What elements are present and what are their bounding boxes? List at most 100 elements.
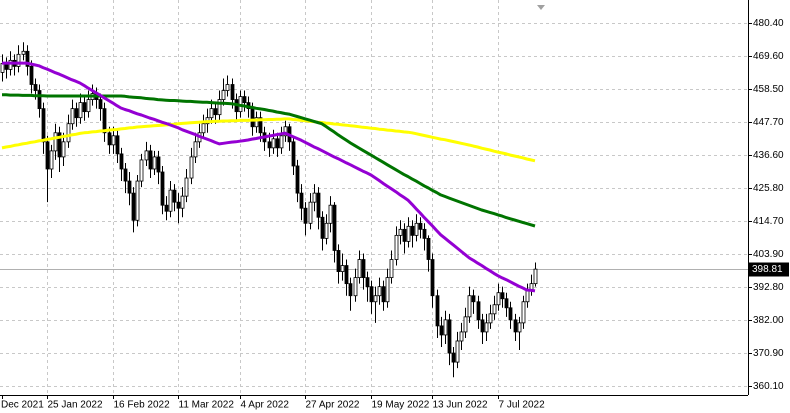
candle-body xyxy=(66,123,71,143)
candle-body xyxy=(82,102,87,113)
candle-body xyxy=(299,192,304,209)
candle-body xyxy=(189,156,194,179)
y-tick-label: 370.90 xyxy=(753,348,784,359)
candle-body xyxy=(443,319,448,336)
candle-body xyxy=(361,259,366,279)
candle-body xyxy=(517,322,522,333)
candle-body xyxy=(402,228,407,242)
y-tick-label: 447.70 xyxy=(753,117,784,128)
candle-body xyxy=(471,295,476,303)
y-tick-label: 425.80 xyxy=(753,183,784,194)
candle-body xyxy=(357,259,362,279)
candle-body xyxy=(164,204,169,212)
y-tick-label: 458.50 xyxy=(753,84,784,95)
x-tick-label: 16 Feb 2022 xyxy=(114,400,171,411)
candle-body xyxy=(353,277,358,297)
candle-body xyxy=(480,319,485,333)
candle-body xyxy=(45,141,50,170)
candle-body xyxy=(430,259,435,297)
x-tick-label: 27 Apr 2022 xyxy=(306,400,360,411)
candle-body xyxy=(467,295,472,318)
candle-body xyxy=(74,108,79,119)
candle-body xyxy=(496,292,501,306)
candle-body xyxy=(86,99,91,113)
candle-body xyxy=(144,150,149,161)
last-price-label: 398.81 xyxy=(752,264,783,275)
candle-body xyxy=(521,301,526,324)
candle-body xyxy=(8,59,13,70)
candle-body xyxy=(33,84,38,91)
grid xyxy=(0,0,748,395)
candle-body xyxy=(504,298,509,309)
candle-body xyxy=(533,268,538,285)
x-tick-label: 19 May 2022 xyxy=(372,400,430,411)
candle-body xyxy=(476,301,481,321)
candle-body xyxy=(332,204,337,251)
candle-body xyxy=(283,126,288,137)
last-price-box xyxy=(749,262,789,277)
candle-body xyxy=(156,156,161,173)
candle-body xyxy=(389,259,394,279)
candle-body xyxy=(217,99,222,116)
candle-body xyxy=(291,141,296,167)
candle-body xyxy=(340,265,345,272)
candle-body xyxy=(381,286,386,303)
x-tick-label: Dec 2021 xyxy=(1,400,44,411)
candle-body xyxy=(139,159,144,182)
candle-body xyxy=(184,177,189,197)
candle-body xyxy=(455,340,460,363)
candle-body xyxy=(377,286,382,297)
candle-body xyxy=(225,84,230,91)
candle-body xyxy=(119,153,124,170)
candle-body xyxy=(373,295,378,303)
x-tick-label: 25 Jan 2022 xyxy=(48,400,103,411)
candle-body xyxy=(410,225,415,236)
moving-average-line xyxy=(2,93,536,228)
y-tick-label: 382.00 xyxy=(753,315,784,326)
candle-body xyxy=(25,50,30,67)
candle-body xyxy=(107,132,112,146)
candle-body xyxy=(57,132,62,158)
candle-body xyxy=(488,313,493,324)
candle-body xyxy=(451,352,456,363)
candle-body xyxy=(131,192,136,221)
candle-body xyxy=(98,99,103,110)
candle-body xyxy=(508,307,513,321)
y-tick-label: 392.80 xyxy=(753,282,784,293)
candle-body xyxy=(513,319,518,333)
candle-body xyxy=(61,141,66,158)
candle-body xyxy=(484,322,489,333)
candle-body xyxy=(316,192,321,218)
candle-body xyxy=(336,250,341,272)
moving-average-line xyxy=(2,61,536,293)
candle-body xyxy=(29,65,34,85)
candle-body xyxy=(275,138,280,149)
y-tick-label: 403.90 xyxy=(753,249,784,260)
candle-body xyxy=(41,108,46,143)
candle-body xyxy=(426,237,431,260)
candle-body xyxy=(328,204,333,224)
candle-body xyxy=(123,168,128,182)
candle-body xyxy=(230,84,235,100)
candle-body xyxy=(21,50,26,55)
candle-body xyxy=(180,195,185,209)
candle-body xyxy=(271,138,276,149)
candle-body xyxy=(279,135,284,149)
candle-body xyxy=(435,295,440,327)
candle-body xyxy=(303,207,308,224)
candle-body xyxy=(312,192,317,203)
candle-body xyxy=(492,304,497,315)
candle-body xyxy=(365,277,370,288)
axes: 480.40 469.60 458.50 447.70 436.60 425.80 414.… xyxy=(1,18,789,411)
candle-body xyxy=(258,117,263,134)
candle-body xyxy=(172,189,177,203)
candle-body xyxy=(135,180,140,221)
candle-body xyxy=(463,316,468,333)
candle-body xyxy=(102,108,107,134)
y-tick-label: 360.10 xyxy=(753,381,784,392)
candle-body xyxy=(127,180,132,194)
candle-body xyxy=(267,141,272,149)
moving-average-line xyxy=(1,117,536,163)
candle-body xyxy=(0,62,5,73)
